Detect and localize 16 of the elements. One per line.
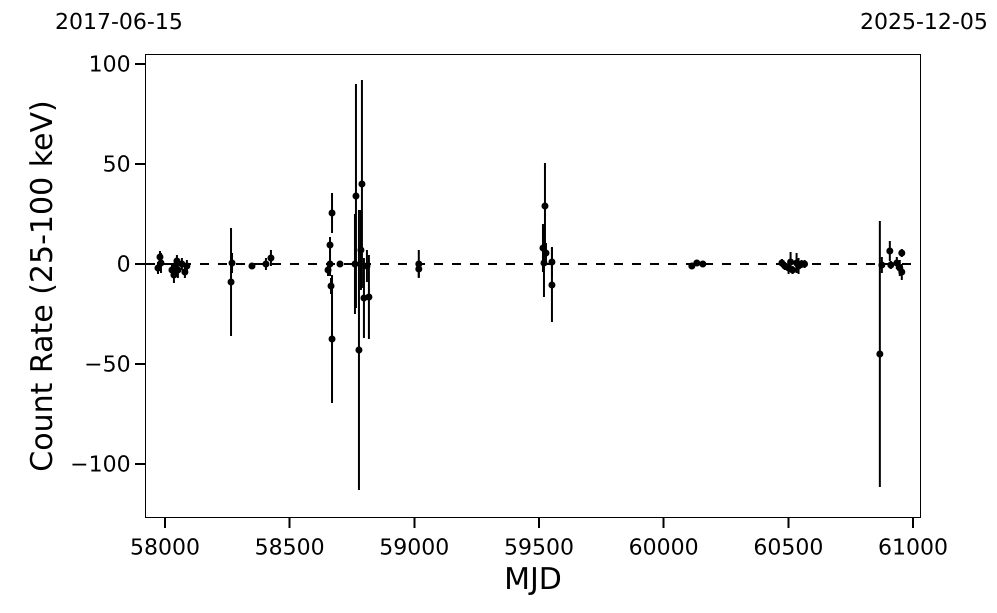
y-tick-label: −100: [70, 452, 131, 478]
x-tick-label: 60500: [753, 535, 824, 560]
y-tick-label: 0: [116, 252, 131, 278]
x-tick-label: 60000: [628, 535, 699, 560]
y-axis-title: Count Rate (25-100 keV): [25, 100, 60, 472]
y-tick-label: 100: [88, 52, 131, 78]
text: 2017-06-15: [55, 10, 183, 35]
y-tick-label: −50: [84, 352, 131, 378]
x-axis-title: MJD: [504, 562, 562, 597]
x-tick-label: 58500: [254, 535, 325, 560]
x-tick-label: 58000: [130, 535, 200, 560]
x-tick-label: 59000: [379, 535, 450, 560]
x-tick-label: 61000: [878, 535, 948, 560]
y-tick-label: 50: [102, 152, 131, 178]
text: 2025-12-05: [860, 10, 988, 35]
x-tick-label: 59500: [504, 535, 574, 560]
